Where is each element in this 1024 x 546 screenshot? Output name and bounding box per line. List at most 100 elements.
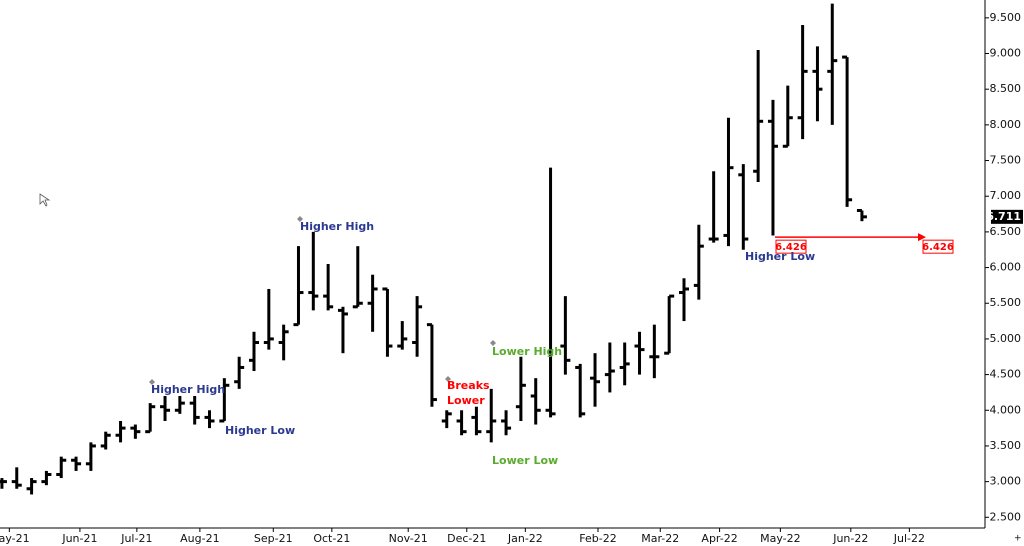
y-tick-label: 9.500 — [990, 11, 1022, 24]
x-tick-label: Mar-22 — [641, 532, 679, 545]
ohlc-bar — [827, 3, 838, 125]
ohlc-bar — [738, 164, 749, 250]
y-tick-label: 4.000 — [990, 403, 1022, 416]
ohlc-bar — [293, 246, 304, 327]
ohlc-bar — [115, 420, 126, 443]
x-tick-label: May-21 — [0, 532, 30, 545]
ohlc-bar — [248, 331, 259, 372]
annotation: Higher High — [151, 383, 225, 396]
ohlc-bar — [204, 410, 215, 429]
ohlc-bar — [530, 378, 541, 425]
y-tick-label: 5.000 — [990, 332, 1022, 345]
ohlc-bar — [160, 396, 171, 421]
ohlc-bar — [278, 324, 289, 361]
ohlc-bar — [471, 406, 482, 436]
x-tick-label: Jun-22 — [832, 532, 868, 545]
annotation: Lower High — [492, 345, 562, 358]
ohlc-bar — [11, 467, 22, 489]
ohlc-bar — [619, 342, 630, 386]
x-tick-label: Jul-21 — [120, 532, 152, 545]
ohlc-bar — [664, 294, 675, 355]
level-label-right: 6.426 — [922, 242, 954, 253]
ohlc-bar — [56, 456, 67, 479]
y-tick-label: 6.500 — [990, 225, 1022, 238]
ohlc-bar — [100, 431, 111, 450]
diamond — [445, 376, 451, 382]
x-tick-label: Nov-21 — [389, 532, 428, 545]
last-price-box — [991, 209, 1023, 224]
ohlc-bar — [856, 208, 867, 222]
ohlc-bar — [723, 117, 734, 247]
ohlc-bar — [515, 356, 526, 421]
annotation: Lower Low — [492, 454, 558, 467]
x-tick-label: Oct-21 — [313, 532, 350, 545]
diamond — [149, 379, 155, 385]
ohlc-bar — [26, 478, 37, 495]
annotation: Higher High — [300, 220, 374, 233]
ohlc-bar — [145, 403, 156, 434]
ohlc-bar — [189, 396, 200, 425]
diamond — [490, 340, 496, 346]
level-label-left: 6.426 — [775, 242, 807, 253]
ohlc-bar — [71, 456, 82, 471]
ohlc-bar — [426, 323, 437, 407]
y-tick-label: 4.500 — [990, 368, 1022, 381]
x-tick-label: Dec-21 — [447, 532, 486, 545]
y-tick-label: 7.000 — [990, 189, 1022, 202]
axis-corner: + — [1014, 534, 1022, 544]
ohlc-bar — [797, 24, 808, 140]
y-tick-label: 3.000 — [990, 475, 1022, 488]
ohlc-bar — [575, 363, 586, 418]
ohlc-bar — [367, 274, 378, 332]
ohlc-bar — [501, 410, 512, 436]
y-tick-label: 7.500 — [990, 154, 1022, 167]
annotation: Higher Low — [225, 424, 295, 437]
ohlc-bar — [308, 231, 319, 311]
ohlc-bar — [85, 442, 96, 471]
level-arrowhead — [918, 233, 926, 242]
ohlc-bar — [337, 306, 348, 354]
y-tick-label: 9.000 — [990, 47, 1022, 60]
x-tick-label: Jun-21 — [61, 532, 97, 545]
annotation: Higher Low — [745, 250, 815, 263]
ohlc-bar — [382, 287, 393, 357]
x-tick-label: Apr-22 — [701, 532, 737, 545]
ohlc-bar — [560, 296, 571, 375]
ohlc-bar — [782, 85, 793, 148]
ohlc-bar — [753, 49, 764, 182]
y-tick-label: 6.000 — [990, 261, 1022, 274]
ohlc-bar — [604, 342, 615, 393]
annotation: Lower — [447, 394, 485, 407]
ohlc-bar — [263, 288, 274, 350]
last-price-label: 6.711 — [986, 210, 1021, 223]
ohlc-bar — [41, 470, 52, 486]
ohlc-bar — [649, 324, 660, 379]
x-tick-label: Jul-22 — [893, 532, 925, 545]
ohlc-bar — [130, 424, 141, 439]
y-tick-label: 5.500 — [990, 296, 1022, 309]
x-tick-label: Jan-22 — [507, 532, 543, 545]
x-tick-label: Feb-22 — [579, 532, 616, 545]
y-tick-label: 8.000 — [990, 118, 1022, 131]
level-label-right-box — [922, 239, 954, 254]
ohlc-bar — [352, 246, 363, 309]
ohlc-bar — [412, 296, 423, 357]
ohlc-bar — [323, 264, 334, 311]
y-tick-label: 2.500 — [990, 510, 1022, 523]
y-tick-label: 3.500 — [990, 439, 1022, 452]
diamond — [297, 216, 303, 222]
ohlc-bar — [590, 353, 601, 407]
cursor — [39, 193, 51, 207]
x-tick-label: Aug-21 — [180, 532, 219, 545]
ohlc-bar — [693, 224, 704, 300]
ohlc-bar — [812, 46, 823, 122]
ohlc-bar — [397, 321, 408, 350]
ohlc-bar — [174, 396, 185, 414]
ohlc-bar — [441, 410, 452, 429]
ohlc-bar — [234, 356, 245, 389]
level-label-left-box — [775, 239, 807, 254]
ohlc-bar — [456, 410, 467, 436]
ohlc-bar — [842, 55, 853, 207]
ohlc-bar — [545, 167, 556, 418]
